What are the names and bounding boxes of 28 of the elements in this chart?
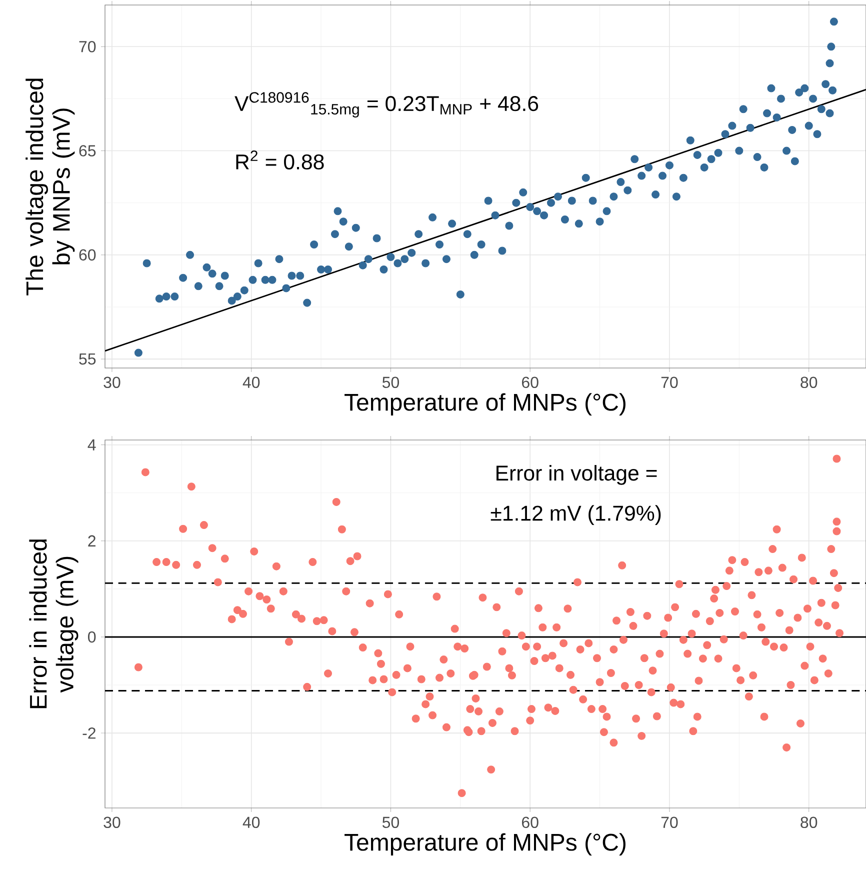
x-tick-label: 70 xyxy=(661,816,678,828)
y-tick-label: 60 xyxy=(79,249,96,261)
y-tick-label: 0 xyxy=(88,631,96,643)
x-tick-label: 70 xyxy=(661,376,678,388)
x-tick-label: 30 xyxy=(104,376,120,388)
annotation: ±1.12 mV (1.79%) xyxy=(490,505,661,526)
x-axis-title: Temperature of MNPs (°C) xyxy=(344,393,626,416)
x-axis-title: Temperature of MNPs (°C) xyxy=(344,833,626,856)
annotation: Error in voltage = xyxy=(496,465,657,485)
y-tick-label: 65 xyxy=(79,145,96,156)
annotation: R$^{2}$ = 0.88 xyxy=(236,150,324,170)
y-tick-label: 4 xyxy=(88,439,96,450)
y-axis-title: Error in induced voltage (mV) xyxy=(29,540,78,708)
y-tick-label: -2 xyxy=(82,727,96,739)
y-tick-label: 2 xyxy=(88,535,96,546)
y-axis-title: The voltage induced by MNPs (mV) xyxy=(26,78,75,296)
annotation: V$^{C180916}$$_{15.5mg}$ = 0.23T$_{MNP}$ + 48.6 xyxy=(234,92,538,118)
x-tick-label: 80 xyxy=(800,376,818,388)
x-tick-label: 40 xyxy=(242,816,260,828)
y-tick-label: 55 xyxy=(79,353,96,365)
y-tick-label: 70 xyxy=(79,40,96,52)
x-tick-label: 50 xyxy=(382,376,399,388)
x-tick-label: 80 xyxy=(800,816,818,828)
x-tick-label: 60 xyxy=(522,816,538,828)
x-tick-label: 40 xyxy=(242,376,260,388)
x-tick-label: 60 xyxy=(522,376,538,388)
x-tick-label: 50 xyxy=(382,816,399,828)
x-tick-label: 30 xyxy=(104,816,120,828)
